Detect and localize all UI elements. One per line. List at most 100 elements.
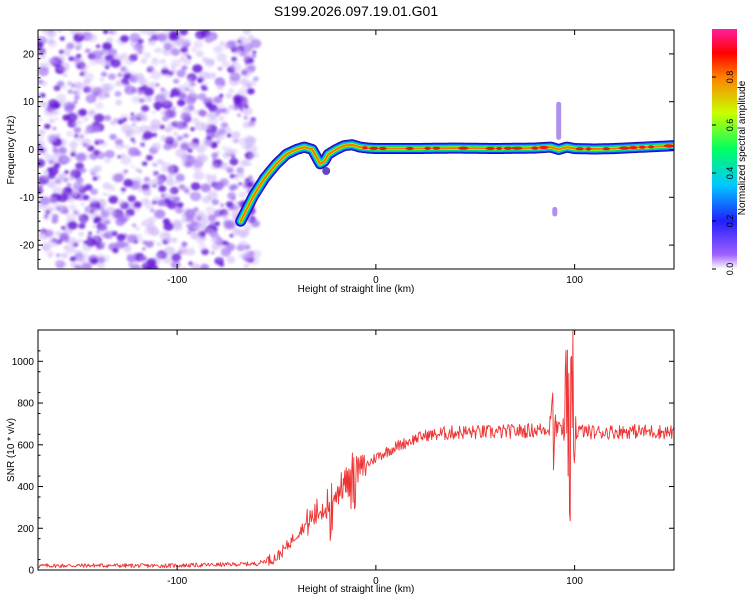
noise-blob <box>246 144 258 154</box>
noise-blob <box>129 32 141 43</box>
noise-blob <box>176 69 186 78</box>
noise-blob <box>230 62 242 72</box>
noise-blob <box>251 220 260 228</box>
ridge-hotspot <box>618 146 630 150</box>
noise-blob <box>39 101 48 109</box>
noise-blob <box>150 119 161 128</box>
noise-blob <box>106 220 111 224</box>
noise-blob <box>131 96 141 104</box>
noise-blob <box>188 261 193 266</box>
noise-blob <box>139 255 147 262</box>
noise-blob <box>72 193 78 197</box>
noise-blob <box>246 181 254 188</box>
noise-blob <box>197 238 205 245</box>
noise-blob <box>123 82 129 87</box>
noise-blob <box>212 157 217 162</box>
noise-blob <box>181 213 186 217</box>
noise-blob <box>85 238 97 247</box>
noise-blob <box>219 204 225 209</box>
noise-blob <box>48 118 55 124</box>
spectrogram-spike <box>552 206 558 217</box>
noise-blob <box>113 173 124 183</box>
noise-blob <box>199 244 207 251</box>
noise-blob <box>45 250 54 258</box>
noise-blob <box>192 64 203 73</box>
noise-blob <box>84 48 91 54</box>
noise-blob <box>214 257 224 265</box>
ridge-hotspot <box>458 146 469 150</box>
noise-blob <box>165 237 172 243</box>
noise-blob <box>120 155 132 165</box>
noise-blob <box>60 252 69 259</box>
noise-blob <box>138 98 145 104</box>
noise-blob <box>66 112 78 123</box>
noise-blob <box>242 30 251 35</box>
noise-blob <box>108 195 119 204</box>
noise-blob <box>56 253 61 257</box>
noise-blob <box>70 169 77 174</box>
noise-blob <box>233 96 243 104</box>
noise-blob <box>54 176 64 185</box>
ridge-hotspot <box>405 146 414 151</box>
noise-blob <box>125 132 133 138</box>
noise-blob <box>196 210 206 219</box>
noise-blob <box>246 119 257 128</box>
noise-blob <box>79 167 87 174</box>
noise-blob <box>138 50 143 55</box>
snr-frame <box>37 329 675 571</box>
noise-blob <box>81 262 92 269</box>
ridge-hotspot <box>495 146 503 151</box>
noise-blob <box>218 103 224 108</box>
noise-blob <box>67 89 74 94</box>
noise-blob <box>68 56 75 62</box>
ridge-hotspot <box>602 147 610 151</box>
noise-blob <box>170 68 177 75</box>
noise-blob <box>229 158 239 166</box>
noise-blob <box>90 257 99 265</box>
y-tick-label: -20 <box>20 241 35 252</box>
noise-blob <box>104 150 115 159</box>
noise-blob <box>56 59 63 65</box>
noise-blob <box>214 107 223 114</box>
noise-blob <box>154 252 163 260</box>
noise-blob <box>67 237 78 246</box>
noise-blob <box>62 73 68 78</box>
x-tick-label: -100 <box>167 275 187 286</box>
noise-blob <box>251 54 257 59</box>
noise-blob <box>66 182 72 188</box>
noise-blob <box>215 113 220 117</box>
noise-blob <box>163 100 170 106</box>
noise-blob <box>240 38 251 47</box>
noise-blob <box>221 108 227 113</box>
noise-blob <box>246 88 255 95</box>
noise-blob <box>86 85 97 95</box>
noise-blob <box>210 163 219 170</box>
noise-blob <box>178 184 186 190</box>
noise-blob <box>161 64 169 70</box>
noise-blob <box>100 232 107 238</box>
spectrogram-ridge <box>235 139 674 227</box>
noise-blob <box>177 85 187 93</box>
noise-blob <box>222 240 229 246</box>
noise-blob <box>107 73 116 80</box>
noise-blob <box>183 57 192 65</box>
ridge-dip-blob <box>322 167 331 175</box>
noise-blob <box>95 102 104 110</box>
noise-blob <box>46 167 53 173</box>
noise-blob <box>154 49 158 53</box>
noise-blob <box>242 83 252 90</box>
noise-blob <box>57 30 63 33</box>
noise-blob <box>196 156 202 162</box>
ridge-layer-2 <box>237 141 674 225</box>
noise-blob <box>78 108 88 117</box>
noise-blob <box>75 152 87 162</box>
noise-blob <box>198 71 210 81</box>
noise-blob <box>181 159 193 169</box>
noise-blob <box>142 218 154 228</box>
noise-blob <box>247 162 252 166</box>
noise-blob <box>190 191 202 202</box>
noise-blob <box>57 66 64 71</box>
ridge-hotspot <box>369 146 379 150</box>
noise-blob <box>221 211 230 219</box>
noise-blob <box>252 50 257 55</box>
